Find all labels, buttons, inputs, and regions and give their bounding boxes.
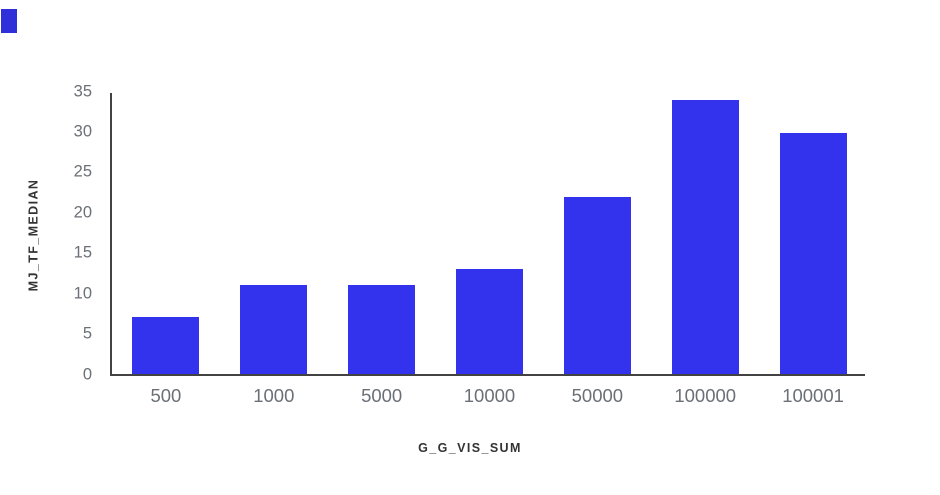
- x-axis-title: G_G_VIS_SUM: [418, 441, 522, 455]
- x-tick-label: 5000: [361, 385, 403, 406]
- plot-area: 0 5 10 15 20 25 30 35 500 1000 5000 10000 50000 10000…: [74, 83, 865, 405]
- x-tick-label: 500: [150, 385, 182, 406]
- y-tick-label: 5: [82, 324, 92, 343]
- x-tick-label: 10000: [463, 385, 516, 406]
- y-tick-label: 0: [82, 364, 92, 383]
- y-tick-label: 10: [73, 283, 92, 302]
- y-tick-label: 25: [73, 162, 92, 181]
- y-tick-label: 15: [73, 243, 92, 262]
- y-axis-title: MJ_TF_MEDIAN: [26, 178, 40, 291]
- y-axis-title-wrap: MJ_TF_MEDIAN: [0, 93, 66, 376]
- x-tick-label: 50000: [571, 385, 624, 406]
- x-tick-label: 100000: [674, 385, 737, 406]
- y-tick-label: 30: [73, 122, 92, 141]
- bar-10000: [456, 268, 523, 374]
- y-tick-label: 35: [73, 81, 92, 100]
- bar-1000: [240, 285, 308, 374]
- bar-100000: [671, 99, 739, 374]
- bar-50000: [563, 196, 631, 374]
- blue-corner-ui-fragment: [1, 9, 17, 33]
- x-tick-label: 1000: [253, 385, 295, 406]
- y-tick-label: 20: [73, 203, 92, 222]
- bar-5000: [348, 285, 416, 374]
- bar-500: [132, 317, 200, 374]
- x-tick-label: 100001: [782, 385, 844, 406]
- bar-100001: [779, 133, 847, 374]
